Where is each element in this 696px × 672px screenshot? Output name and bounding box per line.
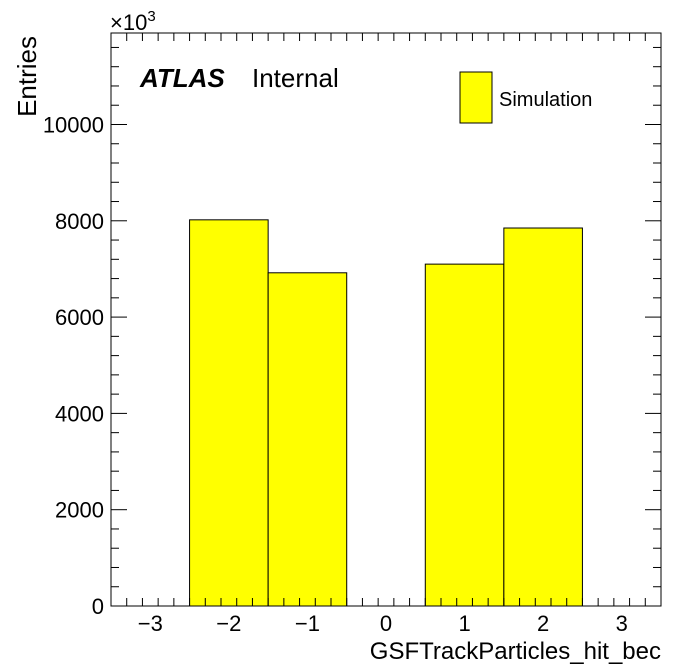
- x-tick-label: 0: [380, 611, 392, 636]
- y-multiplier: ×103: [110, 8, 156, 35]
- y-multiplier-base: ×10: [110, 10, 147, 35]
- y-tick-label: 10000: [43, 112, 104, 137]
- y-axis-label: Entries: [12, 36, 42, 117]
- internal-label: Internal: [252, 63, 339, 93]
- x-tick-labels: −3 −2 −1 0 1 2 3: [138, 611, 628, 636]
- x-tick-label: 3: [616, 611, 628, 636]
- x-tick-label: 2: [537, 611, 549, 636]
- y-tick-labels: 0 2000 4000 6000 8000 10000: [43, 112, 104, 619]
- y-tick-label: 6000: [55, 305, 104, 330]
- legend-label: Simulation: [499, 89, 592, 111]
- y-multiplier-exponent: 3: [147, 8, 155, 25]
- histogram-bar: [267, 272, 348, 607]
- plot-frame: [110, 32, 662, 607]
- histogram-bars: [189, 219, 583, 607]
- histogram-bar: [189, 219, 269, 607]
- histogram-bar: [503, 227, 583, 607]
- histogram-bar: [424, 263, 505, 607]
- y-tick-label: 8000: [55, 209, 104, 234]
- y-tick-label: 4000: [55, 401, 104, 426]
- y-tick-label: 2000: [55, 498, 104, 523]
- x-tick-label: −1: [295, 611, 320, 636]
- x-tick-label: −3: [138, 611, 163, 636]
- legend-swatch: [459, 71, 493, 124]
- x-tick-label: −2: [216, 611, 241, 636]
- atlas-label: ATLAS: [139, 63, 225, 93]
- y-tick-label: 0: [92, 594, 104, 619]
- x-axis-label: GSFTrackParticles_hit_bec: [370, 638, 661, 665]
- x-tick-label: 1: [458, 611, 470, 636]
- axis-ticks: [110, 33, 662, 607]
